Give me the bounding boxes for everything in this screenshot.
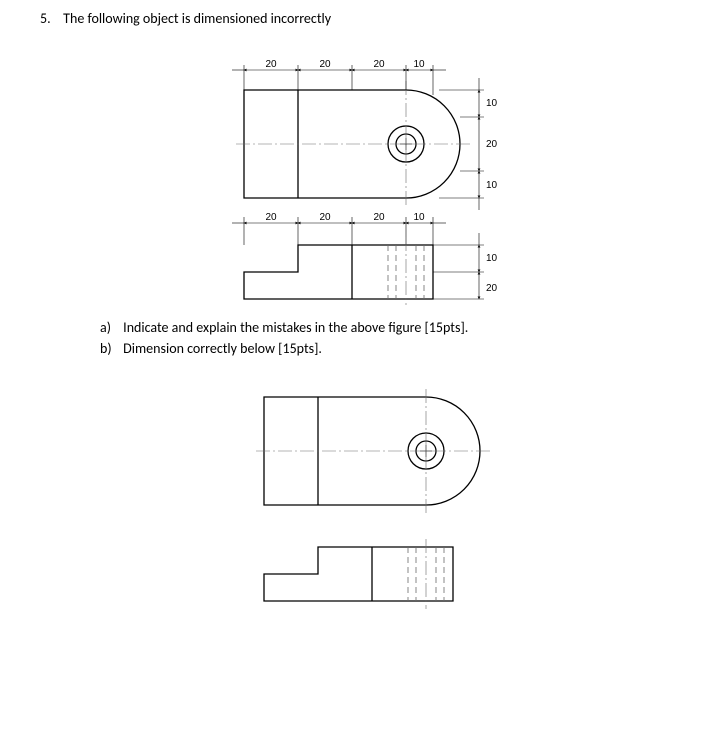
subpart-a: a) Indicate and explain the mistakes in … xyxy=(100,319,687,338)
blank-top-view xyxy=(264,539,453,609)
dim2-h20b: 20 xyxy=(319,212,331,223)
blank-front-view xyxy=(256,389,490,513)
dim2-h10: 10 xyxy=(413,212,425,223)
dim-v10b: 10 xyxy=(486,180,498,191)
subpart-a-label: a) xyxy=(100,319,120,338)
dim-h10: 10 xyxy=(413,59,425,70)
question-line: 5. The following object is dimensioned i… xyxy=(40,10,687,27)
subparts: a) Indicate and explain the mistakes in … xyxy=(100,319,687,359)
dim2-h20c: 20 xyxy=(373,212,385,223)
dim-h20b: 20 xyxy=(319,59,331,70)
front-view: 20 20 20 10 10 20 10 xyxy=(232,59,498,210)
blank-svg xyxy=(214,377,514,627)
subpart-b: b) Dimension correctly below [15pts]. xyxy=(100,340,687,359)
subpart-b-label: b) xyxy=(100,340,120,359)
top-view: 20 20 20 10 10 20 xyxy=(232,212,498,305)
dimensioned-svg: 20 20 20 10 10 20 10 20 20 2 xyxy=(184,45,544,305)
dim2-v20: 20 xyxy=(486,283,498,294)
dim2-h20a: 20 xyxy=(265,212,277,223)
subpart-a-text: Indicate and explain the mistakes in the… xyxy=(123,319,468,336)
dim-v10a: 10 xyxy=(486,98,498,109)
blank-figure xyxy=(40,377,687,627)
dim-h20a: 20 xyxy=(265,59,277,70)
dim-v20: 20 xyxy=(486,139,498,150)
dimensioned-figure: 20 20 20 10 10 20 10 20 20 2 xyxy=(40,45,687,305)
question-number: 5. xyxy=(40,10,60,27)
question-text: The following object is dimensioned inco… xyxy=(63,10,331,27)
subpart-b-text: Dimension correctly below [15pts]. xyxy=(123,340,322,357)
dim2-v10: 10 xyxy=(486,253,498,264)
dim-h20c: 20 xyxy=(373,59,385,70)
